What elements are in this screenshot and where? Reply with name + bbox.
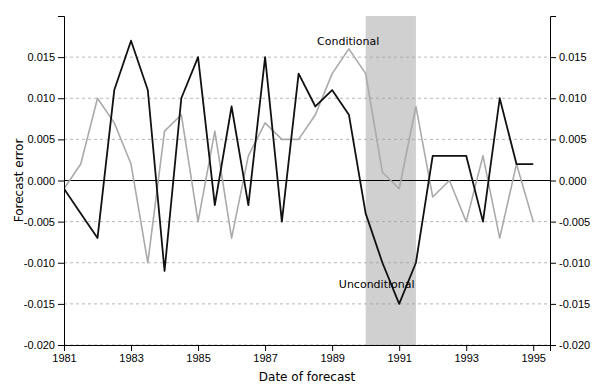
x-tick-label: 1993 [454,352,478,364]
tick-mark [550,139,556,140]
tick-mark [550,98,556,99]
y-axis-title: Forecast error [12,139,26,223]
tick: -0.005 [550,216,590,228]
tick: -0.020 [550,339,590,351]
y-tick-label: -0.010 [24,257,55,269]
x-tick-label: 1983 [119,352,143,364]
grid-line [64,303,550,304]
tick-mark [58,139,64,140]
y-tick-label: -0.015 [24,298,55,310]
y-tick-label: -0.020 [24,339,55,351]
tick: 0.010 [27,92,64,104]
y-tick-label: 0.000 [559,175,587,187]
tick-mark [550,57,556,58]
y-tick-label: 0.010 [27,92,55,104]
tick-mark [198,345,199,351]
y-tick-label: -0.005 [24,216,55,228]
x-tick-label: 1981 [52,352,76,364]
tick: 0.005 [550,133,587,145]
grid-line [64,221,550,222]
y-tick-label: 0.005 [27,133,55,145]
tick: -0.015 [550,298,590,310]
tick-mark [58,222,64,223]
tick-mark [58,57,64,58]
x-tick-label: 1989 [320,352,344,364]
tick-mark [550,181,556,182]
grid-line [64,98,550,99]
y-axis: -0.020 -0.015 -0.010 -0.005 0.000 0.005 0.010 0… [24,17,65,352]
tick: 1991 [387,345,411,364]
tick-mark [399,345,400,351]
tick: -0.010 [550,257,590,269]
tick-mark [550,263,556,264]
tick: 0.015 [550,51,587,63]
x-tick-label: 1991 [387,352,411,364]
tick-mark [550,345,556,346]
tick-mark [131,345,132,351]
y-tick-label: 0.005 [559,133,587,145]
axis-line [58,17,65,346]
tick: 0.000 [27,175,64,187]
tick: 1985 [186,345,210,364]
tick-mark [58,263,64,264]
y-tick-label: -0.015 [559,298,590,310]
tick-mark [533,345,534,351]
y-tick-label: -0.020 [559,339,590,351]
y-tick-label: -0.005 [559,216,590,228]
y-tick-label: 0.015 [559,51,587,63]
tick: 1989 [320,345,344,364]
grid-line [64,139,550,140]
grid-line [64,345,550,346]
tick-mark [58,181,64,182]
tick-mark [550,222,556,223]
tick-mark [58,345,64,346]
plot-area [64,16,550,345]
tick-mark [550,304,556,305]
tick-mark [332,345,333,351]
tick: 1987 [253,345,277,364]
tick: -0.005 [24,216,64,228]
tick: -0.015 [24,298,64,310]
series-line [64,41,533,304]
tick: 1981 [52,345,76,364]
grid-line [64,262,550,263]
x-tick-label: 1985 [186,352,210,364]
tick: 0.015 [27,51,64,63]
axis-line [65,346,551,352]
tick-mark [58,98,64,99]
tick: -0.010 [24,257,64,269]
annotation: Unconditional [339,278,415,291]
tick: 0.010 [550,92,587,104]
y-tick-label: 0.000 [27,175,55,187]
tick-mark [466,345,467,351]
tick-mark [58,304,64,305]
axis-line [551,17,557,346]
tick: 0.005 [27,133,64,145]
chart: 19811983198519871989199119931995-0.020-0… [0,0,600,391]
x-axis-title: Date of forecast [259,370,356,384]
tick: 1983 [119,345,143,364]
tick: 0.000 [550,175,587,187]
y-tick-label: 0.015 [27,51,55,63]
tick-mark [265,345,266,351]
y-tick-label: -0.010 [559,257,590,269]
annotation: Conditional [317,35,379,48]
x-tick-label: 1987 [253,352,277,364]
y-tick-label: 0.010 [559,92,587,104]
tick: 1995 [521,345,545,364]
x-tick-label: 1995 [521,352,545,364]
x-axis: 1981 1983 1985 1987 1989 1991 1993 1995 [52,345,550,364]
tick: 1993 [454,345,478,364]
tick: -0.020 [24,339,64,351]
y-axis-right: -0.020 -0.015 -0.010 -0.005 0.000 0.005 0.010 0… [550,17,590,352]
